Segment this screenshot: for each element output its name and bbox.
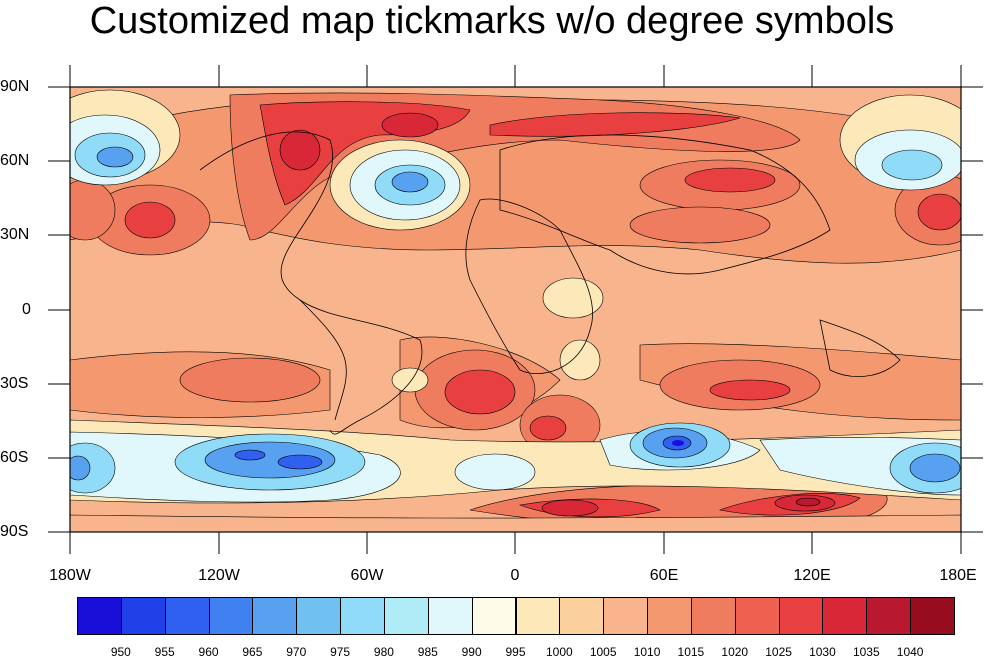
colorbar-swatch (252, 597, 298, 635)
colorbar-swatch (77, 597, 122, 635)
colorbar-level-label: 980 (373, 645, 394, 659)
colorbar-swatch (866, 597, 912, 635)
colorbar-level-label: 1035 (852, 645, 880, 659)
contour-band-1040 (795, 497, 821, 507)
colorbar-swatch (164, 597, 210, 635)
lat-label-30n: 30N (0, 226, 30, 243)
colorbar-swatch (471, 597, 517, 635)
colorbar (77, 597, 955, 635)
colorbar-swatch (647, 597, 692, 635)
colorbar-swatch (559, 597, 605, 635)
map-plot (48, 65, 983, 554)
colorbar-swatch (296, 597, 342, 635)
colorbar-swatch (690, 597, 736, 635)
colorbar-swatch (910, 597, 955, 635)
colorbar-swatch (778, 597, 824, 635)
colorbar-swatch (208, 597, 254, 635)
colorbar-level-label: 960 (198, 645, 219, 659)
colorbar-level-label: 1020 (721, 645, 749, 659)
colorbar-swatch (734, 597, 780, 635)
colorbar-swatch (427, 597, 473, 635)
colorbar-level-label: 955 (154, 645, 175, 659)
colorbar-swatch (120, 597, 166, 635)
lat-label-90s: 90S (0, 523, 29, 540)
lat-label-60s: 60S (0, 449, 29, 466)
lat-label-90n: 90N (0, 78, 30, 95)
lat-label-0: 0 (22, 301, 31, 318)
colorbar-swatch (603, 597, 649, 635)
colorbar-level-label: 965 (242, 645, 263, 659)
antarctic-rim (70, 514, 961, 532)
colorbar-level-label: 1000 (545, 645, 573, 659)
colorbar-level-label: 995 (505, 645, 526, 659)
colorbar-swatch (822, 597, 868, 635)
colorbar-level-label: 1015 (677, 645, 705, 659)
lon-label-0: 0 (510, 567, 520, 584)
colorbar-level-label: 1030 (809, 645, 836, 659)
lat-label-30s: 30S (0, 375, 29, 392)
coastlines (199, 131, 901, 435)
lon-label-120w: 120W (198, 567, 240, 584)
colorbar-swatch (515, 597, 561, 635)
colorbar-level-label: 1040 (896, 645, 924, 659)
colorbar-level-label: 1025 (765, 645, 792, 659)
colorbar-level-label: 970 (286, 645, 307, 659)
colorbar-level-label: 975 (330, 645, 351, 659)
map-title: Customized map tickmarks w/o degree symb… (89, 0, 895, 42)
lon-label-60e: 60E (649, 567, 679, 584)
colorbar-level-label: 1010 (633, 645, 661, 659)
colorbar-level-label: 950 (110, 645, 131, 659)
contour-band-950 (672, 440, 684, 446)
colorbar-swatch (383, 597, 429, 635)
lon-label-120e: 120E (793, 567, 831, 584)
lon-label-60w: 60W (350, 567, 384, 584)
colorbar-swatch (340, 597, 385, 635)
colorbar-level-label: 990 (461, 645, 482, 659)
lon-label-180w: 180W (49, 567, 91, 584)
map-tickmarks (48, 65, 983, 554)
lon-label-180e: 180E (939, 567, 977, 584)
colorbar-level-label: 985 (417, 645, 438, 659)
lat-label-60n: 60N (0, 152, 30, 169)
colorbar-level-label: 1005 (589, 645, 617, 659)
